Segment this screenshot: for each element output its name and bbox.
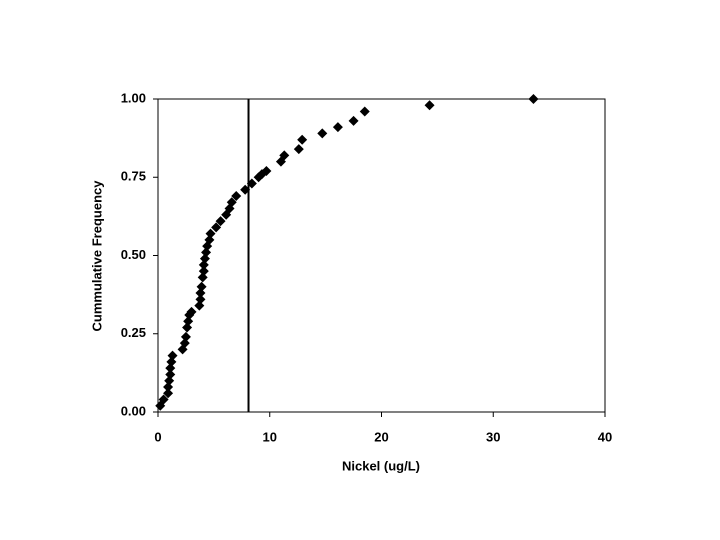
data-point	[293, 144, 304, 155]
data-point	[246, 178, 257, 189]
data-point	[279, 150, 290, 161]
data-point	[528, 94, 539, 104]
data-point	[198, 266, 209, 277]
plot-frame	[157, 98, 606, 413]
data-point	[297, 134, 308, 145]
data-point	[215, 216, 226, 227]
data-point	[424, 100, 435, 111]
data-point	[166, 356, 177, 367]
data-point	[195, 294, 206, 305]
data-point	[167, 350, 178, 361]
data-point	[240, 184, 251, 195]
data-point	[182, 322, 193, 333]
data-point	[348, 115, 359, 126]
data-point	[195, 288, 206, 299]
data-point	[186, 306, 197, 317]
data-point	[231, 191, 242, 202]
data-point	[261, 165, 272, 176]
data-point	[165, 369, 176, 380]
data-point	[359, 106, 370, 117]
data-point	[163, 388, 174, 399]
y-axis-title: Cummulative Frequency	[89, 180, 104, 332]
data-point	[180, 331, 191, 342]
y-tick-label: 0.75	[121, 169, 146, 184]
y-tick-label: 0.00	[121, 403, 146, 418]
x-tick-label: 0	[154, 429, 161, 444]
data-point	[183, 316, 194, 327]
data-point	[163, 381, 174, 392]
data-point	[211, 222, 222, 233]
x-axis-title: Nickel (ug/L)	[342, 458, 420, 473]
data-point	[164, 375, 175, 386]
data-point	[201, 247, 212, 258]
x-tick-label: 20	[374, 429, 388, 444]
data-point	[204, 234, 215, 245]
data-point	[165, 363, 176, 374]
data-point	[179, 338, 190, 349]
x-tick-label: 30	[486, 429, 500, 444]
data-point	[158, 394, 169, 405]
y-tick-label: 1.00	[121, 90, 146, 105]
data-point	[199, 253, 210, 264]
data-point	[198, 259, 209, 270]
x-tick-label: 40	[598, 429, 612, 444]
data-point	[226, 197, 237, 208]
data-point	[205, 228, 216, 239]
data-point	[196, 281, 207, 292]
data-point	[197, 272, 208, 283]
data-point	[317, 128, 328, 139]
y-tick-label: 0.50	[121, 247, 146, 262]
data-point	[332, 122, 343, 133]
x-tick-label: 10	[263, 429, 277, 444]
data-point	[194, 300, 205, 311]
y-tick-label: 0.25	[121, 325, 146, 340]
